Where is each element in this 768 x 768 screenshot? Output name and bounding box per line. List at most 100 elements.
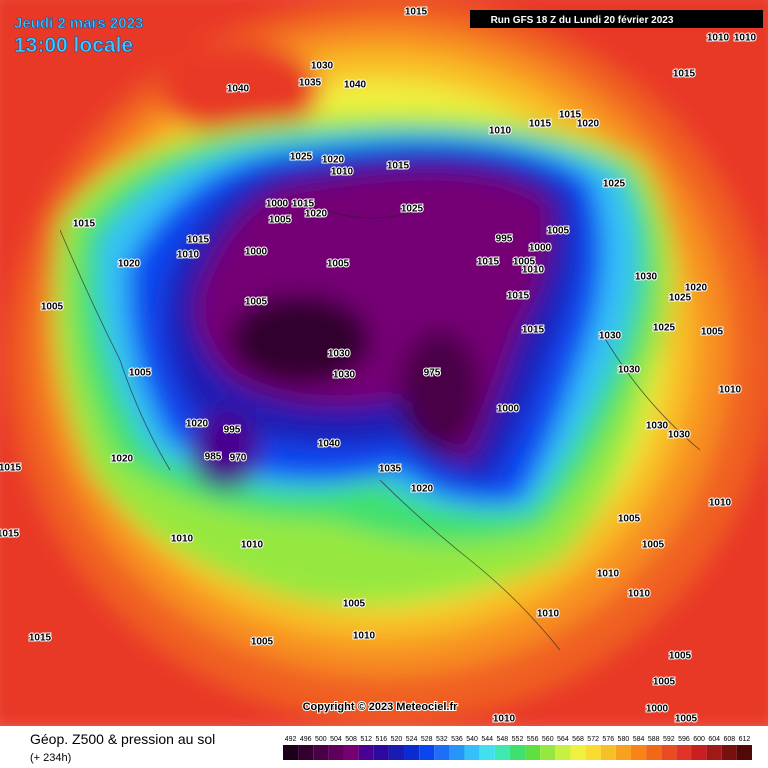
scale-label: 544 (481, 736, 493, 743)
isobar-label: 1005 (513, 257, 536, 268)
scale-swatch (283, 745, 299, 760)
legend-title: Géop. Z500 & pression au sol (30, 731, 215, 747)
run-box (470, 10, 763, 28)
isobar-label: 1005 (343, 599, 366, 610)
isobar-label: 1010 (177, 250, 200, 261)
isobar-label: 1005 (701, 327, 724, 338)
isobar-label: 1005 (251, 637, 274, 648)
isobar-label: 1040 (318, 439, 341, 450)
isobar-label: 1015 (0, 529, 20, 540)
isobar-label: 1020 (322, 155, 345, 166)
isobar-label: 1000 (245, 247, 268, 258)
scale-swatch (525, 745, 541, 760)
isobar-label: 1005 (129, 368, 152, 379)
isobar-label: 1025 (290, 152, 313, 163)
scale-swatch (555, 745, 571, 760)
isobar-label: 1015 (29, 633, 52, 644)
scale-label: 504 (330, 736, 342, 743)
isobar-label: 995 (224, 425, 241, 436)
scale-label: 584 (633, 736, 645, 743)
isobar-label: 1010 (171, 534, 194, 545)
isobar-label: 1010 (597, 569, 620, 580)
color-scale: 492 496 500 504 508 512 516 520 524 528 532 536 540 5… (283, 736, 752, 760)
scale-label: 576 (602, 736, 614, 743)
isobar-label: 1005 (269, 215, 292, 226)
scale-swatch (464, 745, 480, 760)
scale-swatch (585, 745, 601, 760)
isobar-label: 1025 (603, 179, 626, 190)
isobar-label: 1010 (707, 33, 730, 44)
isobar-label: 1010 (719, 385, 742, 396)
scale-label: 564 (557, 736, 569, 743)
scale-label: 596 (678, 736, 690, 743)
isobar-label: 1000 (266, 199, 289, 210)
scale-label: 508 (345, 736, 357, 743)
isobar-label: 1000 (529, 243, 552, 254)
scale-label: 612 (739, 736, 751, 743)
run-info: Run GFS 18 Z du Lundi 20 février 2023 (491, 15, 674, 26)
isobar-label: 1015 (73, 219, 96, 230)
isobar-labels: 1015 1010 1010 1015 1030 1035 1040 1040 1010 1015… (0, 6, 758, 726)
scale-swatch (540, 745, 556, 760)
isobar-label: 1030 (333, 370, 356, 381)
isobar-label: 1025 (653, 323, 676, 334)
time: 13:00 locale (14, 34, 133, 57)
isobar-label: 1030 (646, 421, 669, 432)
isobar-label: 1010 (522, 265, 545, 276)
scale-swatch (494, 745, 510, 760)
isobar-label: 1015 (559, 110, 582, 121)
isobar-label: 1015 (522, 325, 545, 336)
isobar-label: 1020 (118, 259, 141, 270)
scale-swatch (646, 745, 662, 760)
isobar-label: 1010 (241, 540, 264, 551)
scale-label: 568 (572, 736, 584, 743)
scale-label: 520 (391, 736, 403, 743)
scale-swatch (373, 745, 389, 760)
isobar-label: 1005 (618, 514, 641, 525)
isobar-label: 1010 (493, 714, 516, 725)
scale-label: 540 (466, 736, 478, 743)
scale-label: 512 (360, 736, 372, 743)
isobar-label: 1015 (292, 199, 315, 210)
scale-swatch (570, 745, 586, 760)
scale-swatch (615, 745, 631, 760)
scale-swatch (676, 745, 692, 760)
lead-time: (+ 234h) (30, 752, 71, 764)
coastlines (59, 199, 701, 651)
copyright: Copyright © 2023 Meteociel.fr (303, 701, 459, 713)
scale-swatch (630, 745, 647, 760)
isobar-label: 970 (230, 453, 247, 464)
scale-swatch (449, 745, 465, 760)
isobar-label: 1020 (685, 283, 708, 294)
scale-swatch (661, 745, 677, 760)
isobar-label: 1015 (477, 257, 500, 268)
scale-label: 552 (512, 736, 524, 743)
isobar-label: 1020 (186, 419, 209, 430)
scale-swatch (358, 745, 374, 760)
scale-swatch (691, 745, 707, 760)
scale-swatch (419, 745, 435, 760)
scale-label: 500 (315, 736, 327, 743)
scale-label: 496 (300, 736, 312, 743)
scale-swatch (434, 745, 450, 760)
isobar-label: 1015 (405, 7, 428, 18)
scale-label: 532 (436, 736, 448, 743)
isobar-label: 1030 (635, 272, 658, 283)
scale-label: 524 (406, 736, 418, 743)
scale-label: 548 (497, 736, 509, 743)
isobar-label: 1005 (653, 677, 676, 688)
isobar-label: 1035 (299, 78, 322, 89)
isobar-label: 1035 (379, 464, 402, 475)
isobar-label: 1005 (327, 259, 350, 270)
z500-field (0, 0, 768, 740)
isobar-label: 1020 (411, 484, 434, 495)
isobar-label: 1030 (668, 430, 691, 441)
isobar-label: 1000 (497, 404, 520, 415)
isobar-label: 1005 (547, 226, 570, 237)
scale-swatch (313, 745, 329, 760)
isobar-label: 1025 (401, 204, 424, 215)
scale-label: 492 (285, 736, 297, 743)
scale-label: 572 (587, 736, 599, 743)
scale-swatch (404, 745, 420, 760)
